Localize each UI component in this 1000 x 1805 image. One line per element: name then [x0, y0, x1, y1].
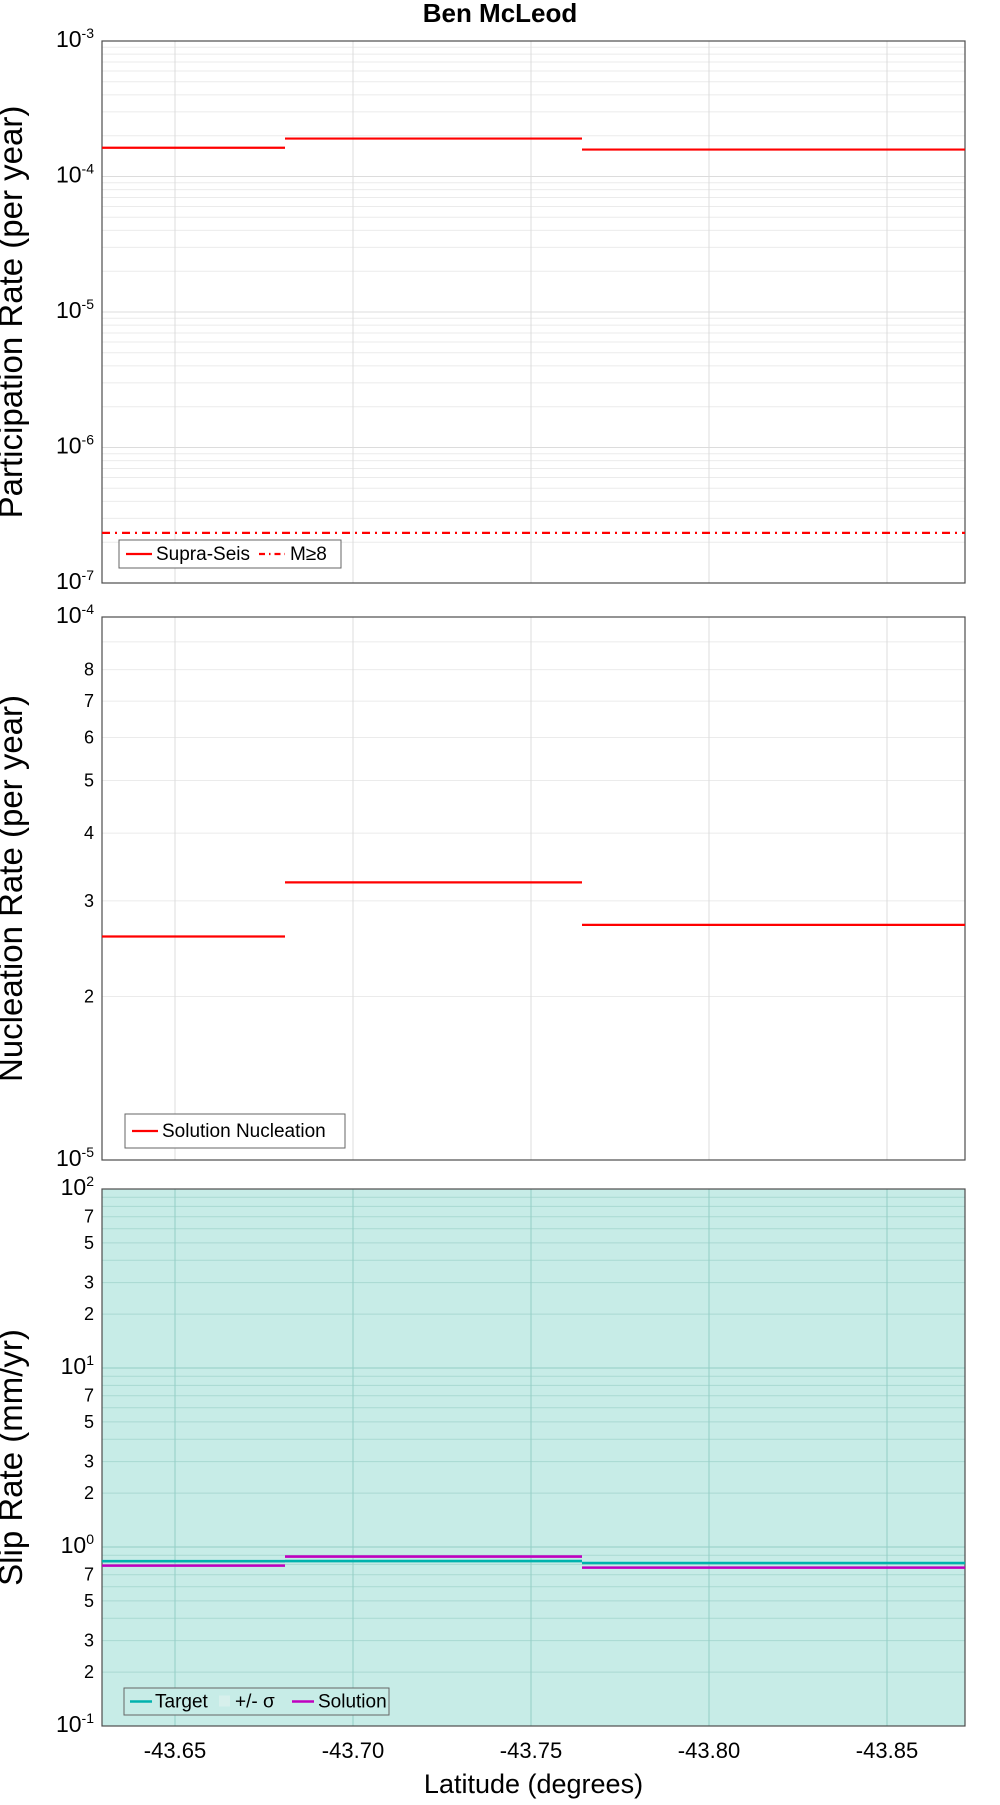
svg-text:3: 3 [84, 1631, 94, 1651]
svg-text:5: 5 [84, 770, 94, 790]
svg-text:7: 7 [84, 1565, 94, 1585]
svg-text:Solution Nucleation: Solution Nucleation [162, 1121, 326, 1142]
svg-text:Participation Rate (per year): Participation Rate (per year) [0, 106, 29, 519]
svg-text:5: 5 [84, 1412, 94, 1432]
svg-text:-43.75: -43.75 [500, 1738, 562, 1763]
svg-text:-43.85: -43.85 [856, 1738, 918, 1763]
svg-text:Ben McLeod: Ben McLeod [423, 0, 578, 28]
svg-text:2: 2 [84, 1483, 94, 1503]
svg-text:2: 2 [84, 1304, 94, 1324]
svg-text:Target: Target [155, 1692, 209, 1713]
svg-text:Supra-Seis: Supra-Seis [156, 544, 250, 565]
svg-text:5: 5 [84, 1233, 94, 1253]
svg-text:+/- σ: +/- σ [235, 1692, 275, 1713]
svg-text:6: 6 [84, 727, 94, 747]
svg-text:7: 7 [84, 691, 94, 711]
svg-text:M≥8: M≥8 [290, 544, 327, 565]
svg-text:3: 3 [84, 1273, 94, 1293]
svg-text:Latitude (degrees): Latitude (degrees) [424, 1769, 643, 1799]
svg-text:Solution: Solution [318, 1692, 387, 1713]
svg-text:-43.80: -43.80 [678, 1738, 740, 1763]
svg-text:8: 8 [84, 660, 94, 680]
svg-text:2: 2 [84, 1662, 94, 1682]
svg-text:-43.70: -43.70 [322, 1738, 384, 1763]
svg-text:5: 5 [84, 1591, 94, 1611]
svg-text:3: 3 [84, 891, 94, 911]
svg-text:7: 7 [84, 1386, 94, 1406]
svg-text:-43.65: -43.65 [144, 1738, 206, 1763]
svg-text:7: 7 [84, 1207, 94, 1227]
svg-text:4: 4 [84, 823, 94, 843]
svg-text:2: 2 [84, 987, 94, 1007]
svg-text:Slip Rate (mm/yr): Slip Rate (mm/yr) [0, 1329, 29, 1586]
svg-text:Nucleation Rate (per year): Nucleation Rate (per year) [0, 695, 29, 1082]
svg-text:3: 3 [84, 1452, 94, 1472]
